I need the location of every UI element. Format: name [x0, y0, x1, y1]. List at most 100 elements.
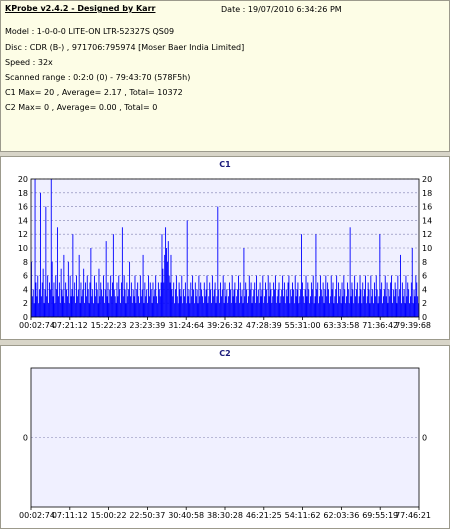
bar — [314, 296, 316, 317]
bar — [188, 289, 190, 317]
bar — [301, 282, 303, 317]
bar — [279, 303, 281, 317]
y-tick-label-right: 20 — [422, 175, 432, 184]
bar — [251, 303, 253, 317]
bar — [230, 303, 232, 317]
bar — [209, 282, 211, 317]
bar — [382, 296, 384, 317]
bar — [89, 282, 91, 317]
bar — [359, 275, 361, 317]
bar — [146, 289, 148, 317]
bar — [35, 282, 37, 317]
bar — [225, 296, 227, 317]
bar — [331, 289, 333, 317]
bar — [215, 303, 217, 317]
bar — [370, 275, 372, 317]
bar — [298, 303, 300, 317]
x-tick-label: 79:39:68 — [395, 321, 431, 330]
bar — [191, 296, 193, 317]
bar — [133, 296, 135, 317]
bar — [293, 303, 295, 317]
bar — [62, 296, 64, 317]
bar — [127, 296, 129, 317]
bar — [408, 289, 410, 317]
bar — [235, 303, 237, 317]
bar — [261, 289, 263, 317]
bar — [346, 282, 348, 317]
bar — [192, 275, 194, 317]
bar — [414, 296, 416, 317]
bar — [330, 275, 332, 317]
bar — [70, 296, 72, 317]
bar — [387, 303, 389, 317]
bar — [407, 282, 409, 317]
bar — [48, 303, 50, 317]
bar — [213, 289, 215, 317]
bar — [66, 289, 68, 317]
x-tick-label: 54:11:62 — [285, 511, 321, 520]
bar — [281, 289, 283, 317]
bar — [394, 282, 396, 317]
x-tick-label: 47:28:39 — [246, 321, 282, 330]
bar — [323, 303, 325, 317]
bar — [386, 282, 388, 317]
bar — [153, 296, 155, 317]
bar — [165, 227, 167, 317]
bar — [33, 303, 35, 317]
bar — [391, 303, 393, 317]
bar — [228, 296, 230, 317]
x-tick-label: 22:50:37 — [129, 511, 165, 520]
bar — [336, 275, 338, 317]
bar — [51, 261, 53, 317]
bar — [42, 268, 44, 317]
bar — [86, 275, 88, 317]
bar — [256, 296, 258, 317]
bar — [379, 234, 381, 317]
bar — [294, 275, 296, 317]
bar — [98, 268, 100, 317]
bar — [176, 296, 178, 317]
bar — [220, 296, 222, 317]
bar — [401, 282, 403, 317]
app-title: KProbe v2.4.2 - Designed by Karr — [5, 4, 156, 13]
y-tick-label-left: 2 — [23, 299, 28, 308]
y-tick-label-left: 8 — [23, 258, 28, 267]
bar — [239, 282, 241, 317]
bar — [108, 303, 110, 317]
bar — [342, 296, 344, 317]
bar — [137, 282, 139, 317]
bar — [50, 179, 52, 317]
bar — [273, 282, 275, 317]
bar — [275, 303, 277, 317]
bar — [123, 275, 125, 317]
scan-date: Date : 19/07/2010 6:34:26 PM — [221, 5, 342, 14]
bar — [156, 296, 158, 317]
bar — [413, 289, 415, 317]
bar — [205, 289, 207, 317]
bar — [373, 282, 375, 317]
bar — [69, 275, 71, 317]
bar — [148, 275, 149, 317]
bar — [221, 289, 223, 317]
bar — [31, 261, 32, 317]
bar — [393, 296, 395, 317]
y-tick-label-left: 0 — [23, 434, 28, 443]
bar — [248, 275, 250, 317]
bar — [143, 303, 145, 317]
bar — [91, 296, 93, 317]
bar — [268, 296, 270, 317]
bar — [139, 275, 141, 317]
bar — [409, 303, 410, 317]
bar — [181, 275, 183, 317]
c2-chart-panel: C2 0 0 00:02:74 07:11:12 15:00:22 22:50:37 30:4… — [0, 345, 450, 529]
x-tick-label: 71:36:42 — [362, 321, 398, 330]
bar — [194, 282, 196, 317]
bar — [310, 282, 312, 317]
bar — [347, 289, 349, 317]
info-model: Model : 1-0-0-0 LITE-ON LTR-52327S QS09 — [5, 27, 175, 36]
c1-chart-panel: C1 0 0 2 2 4 4 6 6 8 8 10 10 12 12 14 14 16 16 18 18 20 20 00:0… — [0, 156, 450, 340]
bar — [382, 303, 383, 317]
chart-title: C1 — [219, 160, 231, 169]
bar — [234, 282, 236, 317]
bar — [415, 275, 417, 317]
